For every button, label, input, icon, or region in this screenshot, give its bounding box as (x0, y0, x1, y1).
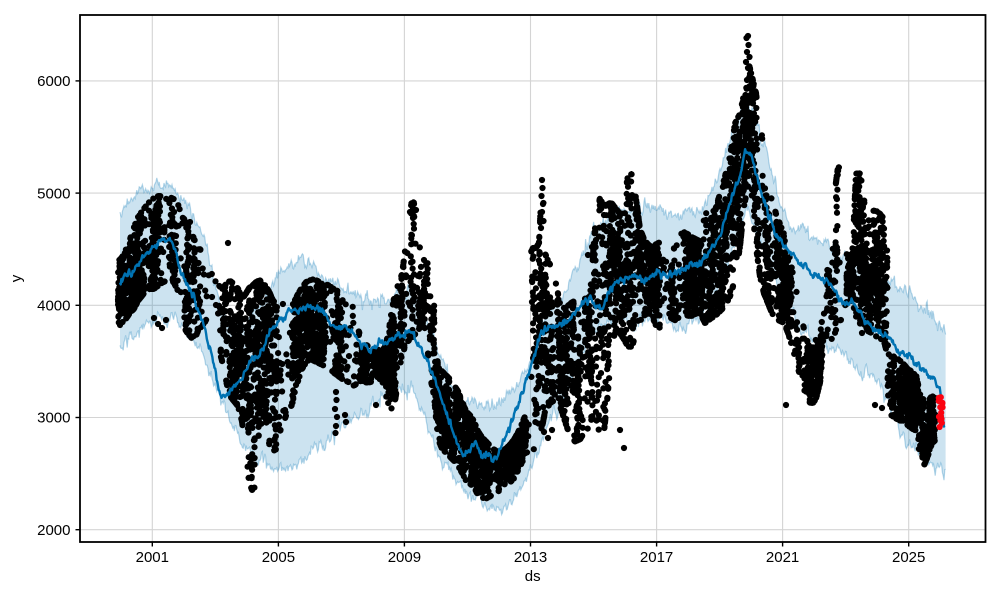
svg-text:5000: 5000 (37, 185, 70, 202)
svg-text:ds: ds (525, 568, 541, 585)
svg-text:2001: 2001 (136, 549, 169, 566)
svg-text:2017: 2017 (640, 549, 673, 566)
svg-text:2005: 2005 (262, 549, 295, 566)
svg-text:2025: 2025 (892, 549, 925, 566)
svg-text:2009: 2009 (388, 549, 421, 566)
svg-text:6000: 6000 (37, 73, 70, 90)
svg-text:3000: 3000 (37, 410, 70, 427)
svg-text:2000: 2000 (37, 522, 70, 539)
svg-text:2013: 2013 (514, 549, 547, 566)
svg-text:2021: 2021 (766, 549, 799, 566)
svg-text:4000: 4000 (37, 298, 70, 315)
svg-text:y: y (8, 274, 25, 282)
